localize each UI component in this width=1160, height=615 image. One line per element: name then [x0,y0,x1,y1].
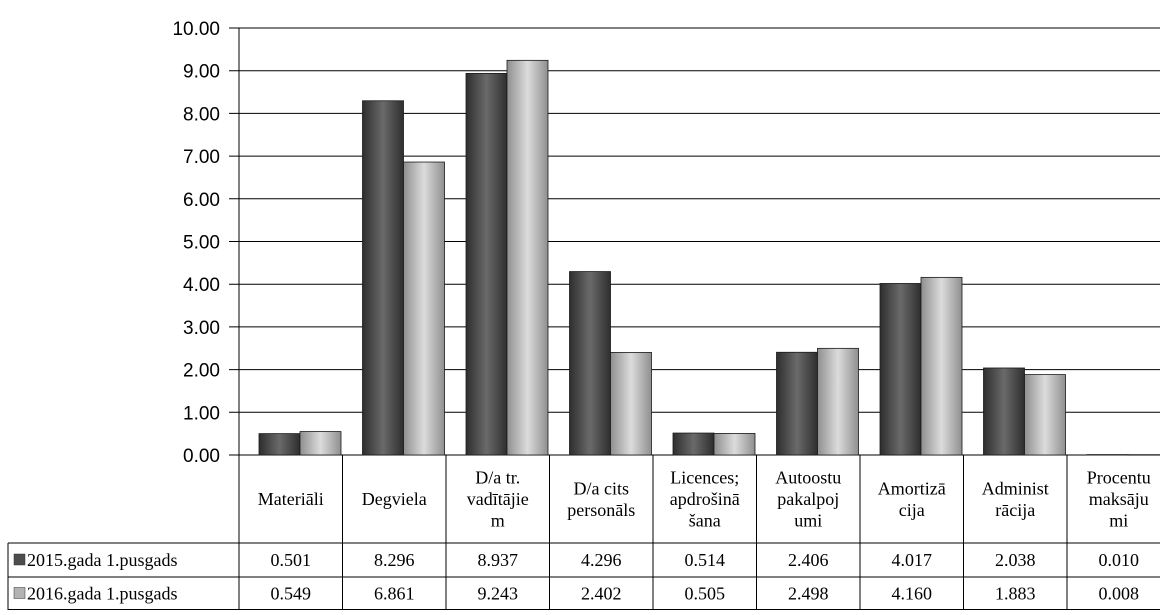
bar-2016 [713,433,756,456]
bar-2016 [1127,454,1160,456]
data-label: 8.937 [478,550,519,570]
category-label: D/a cits [574,478,630,498]
bar-2015 [569,271,611,456]
bar-2015 [362,100,404,456]
data-label: 4.017 [892,550,933,570]
bar-2016 [610,352,652,456]
data-label: 4.160 [892,584,933,604]
category-label: Degviela [362,489,427,509]
category-label: Procentu [1087,468,1151,488]
y-tick-label: 3.00 [183,318,220,339]
bar-2016 [817,347,859,456]
bar-2015 [1086,454,1129,456]
data-label: 2.406 [788,550,829,570]
bar-2015 [672,432,715,456]
y-tick-label: 1.00 [183,403,220,424]
data-label: 0.505 [685,584,726,604]
category-label: personāls [567,500,635,520]
bar-2015 [258,433,301,456]
category-label: Autoostu [775,468,841,488]
data-label: 6.861 [374,584,415,604]
category-label: Amortizā [878,478,946,498]
y-tick-label: 5.00 [183,233,220,254]
bar-2016 [403,161,445,456]
legend-label: 2015.gada 1.pusgads [27,550,177,570]
category-label: umi [794,511,822,531]
category-label: šana [689,511,721,531]
data-label: 0.008 [1099,584,1140,604]
y-tick-label: 6.00 [183,190,220,211]
data-label: 0.549 [271,584,312,604]
bar-2015 [983,367,1025,456]
bar-2015 [879,283,922,456]
data-label: 0.010 [1099,550,1140,570]
category-label: cija [899,500,925,520]
bar-2016 [299,431,342,456]
y-tick-label: 0.00 [183,446,220,467]
category-label: Licences; [670,468,739,488]
legend-key-2016 [13,587,26,599]
data-label: 0.514 [685,550,726,570]
legend-label: 2016.gada 1.pusgads [27,584,177,604]
y-tick-label: 9.00 [183,62,220,83]
bar-2016 [506,59,549,456]
category-label: vadītājie [467,489,529,509]
data-label: 8.296 [374,550,415,570]
category-label: pakalpoj [777,489,839,509]
bar-2016 [920,276,963,456]
y-tick-label: 8.00 [183,104,220,125]
data-label: 0.501 [271,550,312,570]
category-label: m [491,511,505,531]
data-label: 9.243 [478,584,519,604]
category-label: D/a tr. [475,468,520,488]
category-label: Materiāli [258,489,324,509]
category-label: apdrošinā [670,489,740,509]
y-tick-label: 7.00 [183,147,220,168]
category-label: mi [1109,511,1128,531]
y-tick-label: 10.00 [172,19,220,40]
y-tick-label: 4.00 [183,275,220,296]
legend-key-2015 [13,553,26,566]
data-label: 1.883 [995,584,1036,604]
data-label: 2.402 [581,584,622,604]
category-label: maksāju [1089,489,1149,509]
category-label: Administ [982,478,1049,498]
y-tick-label: 2.00 [183,361,220,382]
category-label: rācija [995,500,1035,520]
data-label: 2.038 [995,550,1036,570]
bar-2016 [1024,374,1066,456]
bar-2015 [776,351,818,456]
bars [258,59,1160,456]
data-label: 2.498 [788,584,829,604]
bar-2015 [465,72,508,456]
data-label: 4.296 [581,550,622,570]
